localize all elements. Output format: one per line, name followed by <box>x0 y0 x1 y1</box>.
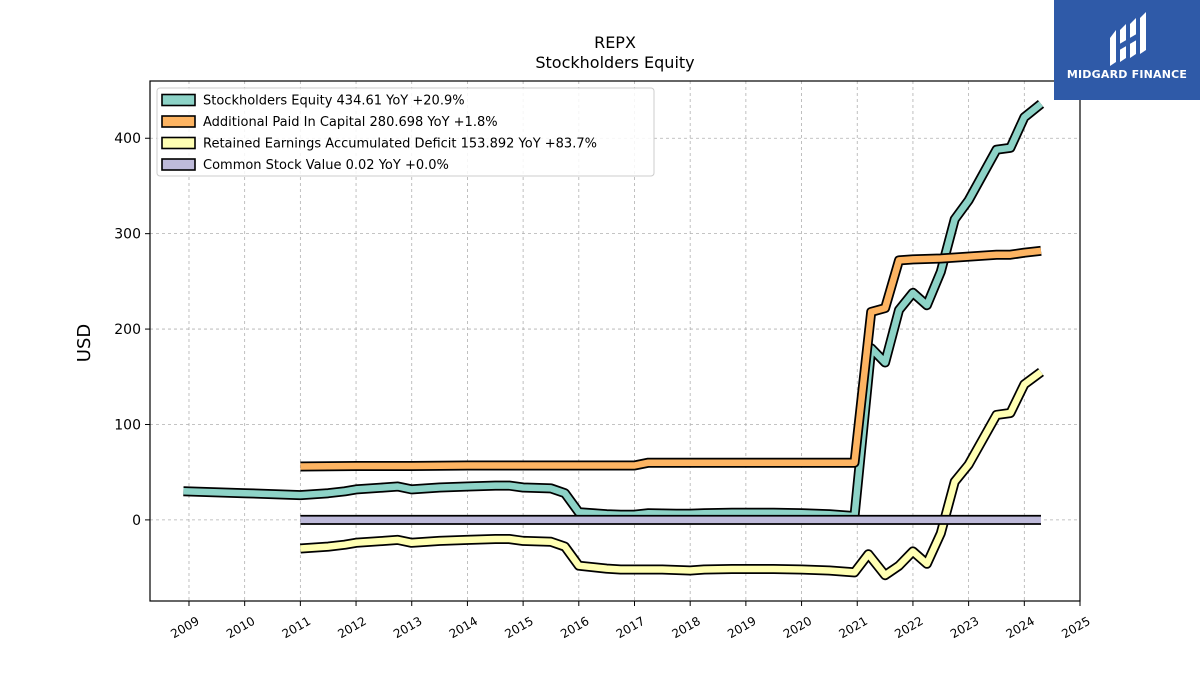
series-line <box>300 369 1043 579</box>
x-tick-label: 2011 <box>280 614 313 641</box>
x-tick-label: 2018 <box>669 614 702 641</box>
x-tick-label: 2010 <box>224 614 257 641</box>
x-tick-label: 2024 <box>1004 614 1037 641</box>
y-tick-label: 100 <box>114 417 141 433</box>
series-line <box>300 247 1042 470</box>
x-tick-label: 2013 <box>391 614 424 641</box>
x-tick-label: 2021 <box>837 614 870 641</box>
chart-title: REPX <box>594 33 636 52</box>
y-tick-label: 200 <box>114 322 141 338</box>
series-stockholders-equity <box>183 100 1045 522</box>
legend-swatch <box>161 158 196 171</box>
y-axis-label: USD <box>74 324 95 362</box>
legend-swatch <box>161 115 196 128</box>
legend-label: Stockholders Equity 434.61 YoY +20.9% <box>203 94 465 109</box>
y-tick-label: 0 <box>132 513 141 529</box>
x-tick-label: 2022 <box>892 614 925 641</box>
x-tick-label: 2020 <box>781 614 814 641</box>
brand-name: MIDGARD FINANCE <box>1066 68 1188 81</box>
brand-logo: MIDGARD FINANCE <box>1054 0 1200 100</box>
x-tick-label: 2023 <box>948 614 981 641</box>
series-additional-paid-in-capital <box>300 245 1042 472</box>
legend: Stockholders Equity 434.61 YoY +20.9% Add… <box>156 87 655 177</box>
series-line <box>183 101 1044 520</box>
x-tick-label: 2009 <box>168 614 201 641</box>
x-tick-label: 2019 <box>725 614 758 641</box>
x-tick-label: 2016 <box>558 614 591 641</box>
y-tick-label: 300 <box>114 227 141 243</box>
legend-swatch <box>161 93 196 107</box>
plot-area-frame <box>149 80 1081 602</box>
legend-label: Common Stock Value 0.02 YoY +0.0% <box>203 158 449 173</box>
legend-label: Retained Earnings Accumulated Deficit 15… <box>203 137 597 152</box>
legend-box <box>156 87 655 177</box>
midgard-logo-icon <box>1110 12 1146 66</box>
series-layer <box>183 100 1045 581</box>
chart-subtitle: Stockholders Equity <box>535 53 694 72</box>
x-tick-label: 2017 <box>614 614 647 641</box>
legend-label: Additional Paid In Capital 280.698 YoY +… <box>203 115 498 130</box>
x-tick-label: 2014 <box>447 614 480 641</box>
legend-swatch <box>161 136 196 150</box>
x-tick-label: 2025 <box>1059 614 1092 641</box>
x-tick-label: 2015 <box>502 614 535 641</box>
x-tick-label: 2012 <box>335 614 368 641</box>
y-tick-label: 400 <box>114 131 141 147</box>
series-retained-earnings-accumulated-deficit <box>300 367 1044 581</box>
